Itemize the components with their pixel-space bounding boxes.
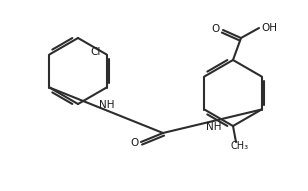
- Text: OH: OH: [261, 23, 277, 33]
- Text: O: O: [212, 24, 220, 34]
- Text: NH: NH: [205, 122, 221, 132]
- Text: NH: NH: [99, 100, 115, 110]
- Text: O: O: [131, 138, 139, 148]
- Text: Cl: Cl: [90, 46, 101, 57]
- Text: CH₃: CH₃: [231, 141, 249, 151]
